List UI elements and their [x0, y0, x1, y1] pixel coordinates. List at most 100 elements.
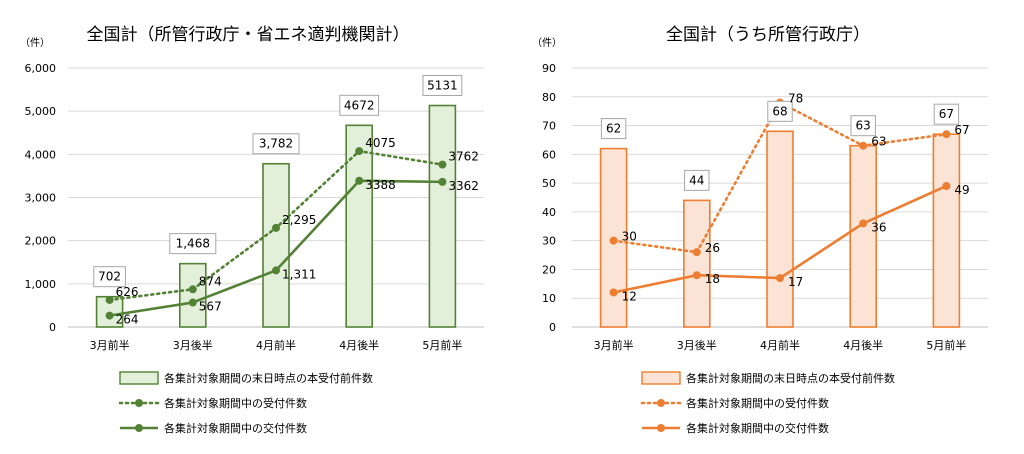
y-tick-label: 30 — [542, 235, 556, 248]
issued-data-label: 3388 — [365, 178, 396, 192]
legend-label-received: 各集計対象期間中の受付件数 — [164, 396, 307, 410]
x-tick-label: 3月前半 — [90, 338, 130, 352]
y-axis-unit: （件） — [20, 37, 50, 49]
legend-label-received: 各集計対象期間中の受付件数 — [686, 396, 829, 410]
y-tick-label: 5,000 — [25, 105, 57, 118]
bar-label-box — [684, 169, 710, 191]
x-tick-label: 5月前半 — [926, 338, 966, 352]
received-data-label: 30 — [622, 230, 637, 244]
y-tick-label: 40 — [542, 206, 556, 219]
bar-data-label: 3,782 — [259, 137, 293, 151]
legend-swatch-bar — [119, 371, 159, 385]
bar-data-label: 44 — [689, 173, 704, 187]
point-issued — [438, 177, 447, 186]
bar — [345, 124, 374, 328]
issued-data-label: 1,311 — [282, 267, 316, 281]
point-issued — [692, 271, 701, 280]
point-issued — [859, 219, 868, 228]
bar — [428, 104, 457, 328]
received-data-label: 63 — [871, 135, 886, 149]
bar-data-label: 67 — [939, 107, 954, 121]
point-issued — [272, 266, 280, 275]
x-tick-label: 4月後半 — [339, 338, 379, 352]
point-received — [438, 160, 447, 169]
point-received — [942, 130, 951, 139]
received-data-label: 3762 — [448, 150, 479, 164]
y-axis-unit: （件） — [532, 37, 562, 49]
legend-label-issued: 各集計対象期間中の交付件数 — [164, 421, 307, 435]
bar — [932, 133, 961, 328]
received-data-label: 2,295 — [282, 213, 316, 227]
issued-data-label: 567 — [199, 300, 222, 314]
y-tick-label: 3,000 — [25, 192, 57, 205]
point-issued — [942, 181, 951, 190]
bar-data-label: 62 — [606, 122, 621, 136]
received-data-label: 626 — [116, 285, 139, 299]
received-data-label: 874 — [199, 274, 222, 288]
legend-marker-received — [135, 399, 143, 407]
y-tick-label: 80 — [542, 91, 556, 104]
chart-left: 全国計（所管行政庁・省エネ適判機関計） （件） 0 1,000 2,000 3,000 4,… — [20, 25, 484, 435]
bar-label-box — [422, 75, 463, 97]
bar-label-box — [252, 133, 300, 155]
x-tick-label: 5月前半 — [422, 338, 462, 352]
bar-label-box — [850, 115, 876, 137]
issued-data-label: 3362 — [448, 179, 479, 193]
received-data-label: 4075 — [365, 136, 396, 150]
issued-data-label: 18 — [705, 272, 720, 286]
issued-data-label: 36 — [871, 220, 886, 234]
bar — [262, 162, 290, 328]
bar — [849, 144, 878, 328]
bar-data-label: 5131 — [427, 79, 458, 93]
point-issued — [776, 274, 784, 283]
point-issued — [609, 288, 618, 297]
point-issued — [355, 176, 364, 185]
legend-swatch-bar — [641, 371, 681, 385]
issued-data-label: 12 — [622, 289, 637, 303]
bar-data-label: 4672 — [344, 98, 375, 112]
bar-data-label: 68 — [772, 104, 787, 118]
y-tick-label: 60 — [542, 148, 556, 161]
bar-label-box — [93, 266, 126, 288]
bar-label-box — [767, 100, 793, 122]
point-received — [609, 236, 618, 245]
bar-data-label: 63 — [856, 119, 871, 133]
point-issued — [188, 298, 197, 307]
x-tick-label: 4月前半 — [256, 338, 296, 352]
legend-marker-issued — [135, 424, 143, 432]
issued-data-label: 49 — [954, 183, 969, 197]
y-tick-label: 0 — [49, 321, 56, 334]
bar-data-label: 702 — [98, 270, 121, 284]
point-received — [105, 295, 114, 304]
y-tick-label: 70 — [542, 120, 556, 133]
x-tick-label: 3月後半 — [677, 338, 717, 352]
y-tick-label: 1,000 — [25, 278, 57, 291]
issued-data-label: 17 — [788, 275, 803, 289]
legend-marker-received — [657, 399, 665, 407]
y-tick-label: 10 — [542, 292, 556, 305]
y-tick-label: 50 — [542, 177, 556, 190]
received-data-label: 26 — [705, 241, 720, 255]
chart-title: 全国計（うち所管行政庁） — [666, 25, 870, 45]
legend-label-bar: 各集計対象期間の末日時点の本受付前件数 — [164, 371, 373, 385]
y-tick-label: 90 — [542, 62, 556, 75]
point-received — [859, 141, 868, 150]
x-tick-label: 4月前半 — [760, 338, 800, 352]
y-tick-label: 6,000 — [25, 62, 57, 75]
issued-data-label: 264 — [116, 313, 139, 327]
bar-label-box — [169, 233, 217, 255]
bar-label-box — [933, 103, 960, 125]
bar — [179, 262, 207, 328]
legend-marker-issued — [657, 424, 665, 432]
point-received — [272, 223, 280, 232]
received-data-label: 78 — [788, 92, 803, 106]
bar — [599, 147, 628, 328]
y-tick-label: 0 — [549, 321, 556, 334]
bar-data-label: 1,468 — [176, 237, 210, 251]
x-tick-label: 3月前半 — [594, 338, 634, 352]
received-data-label: 67 — [954, 123, 969, 137]
bar — [683, 199, 711, 328]
x-tick-label: 3月後半 — [173, 338, 213, 352]
chart-title: 全国計（所管行政庁・省エネ適判機関計） — [87, 25, 410, 45]
